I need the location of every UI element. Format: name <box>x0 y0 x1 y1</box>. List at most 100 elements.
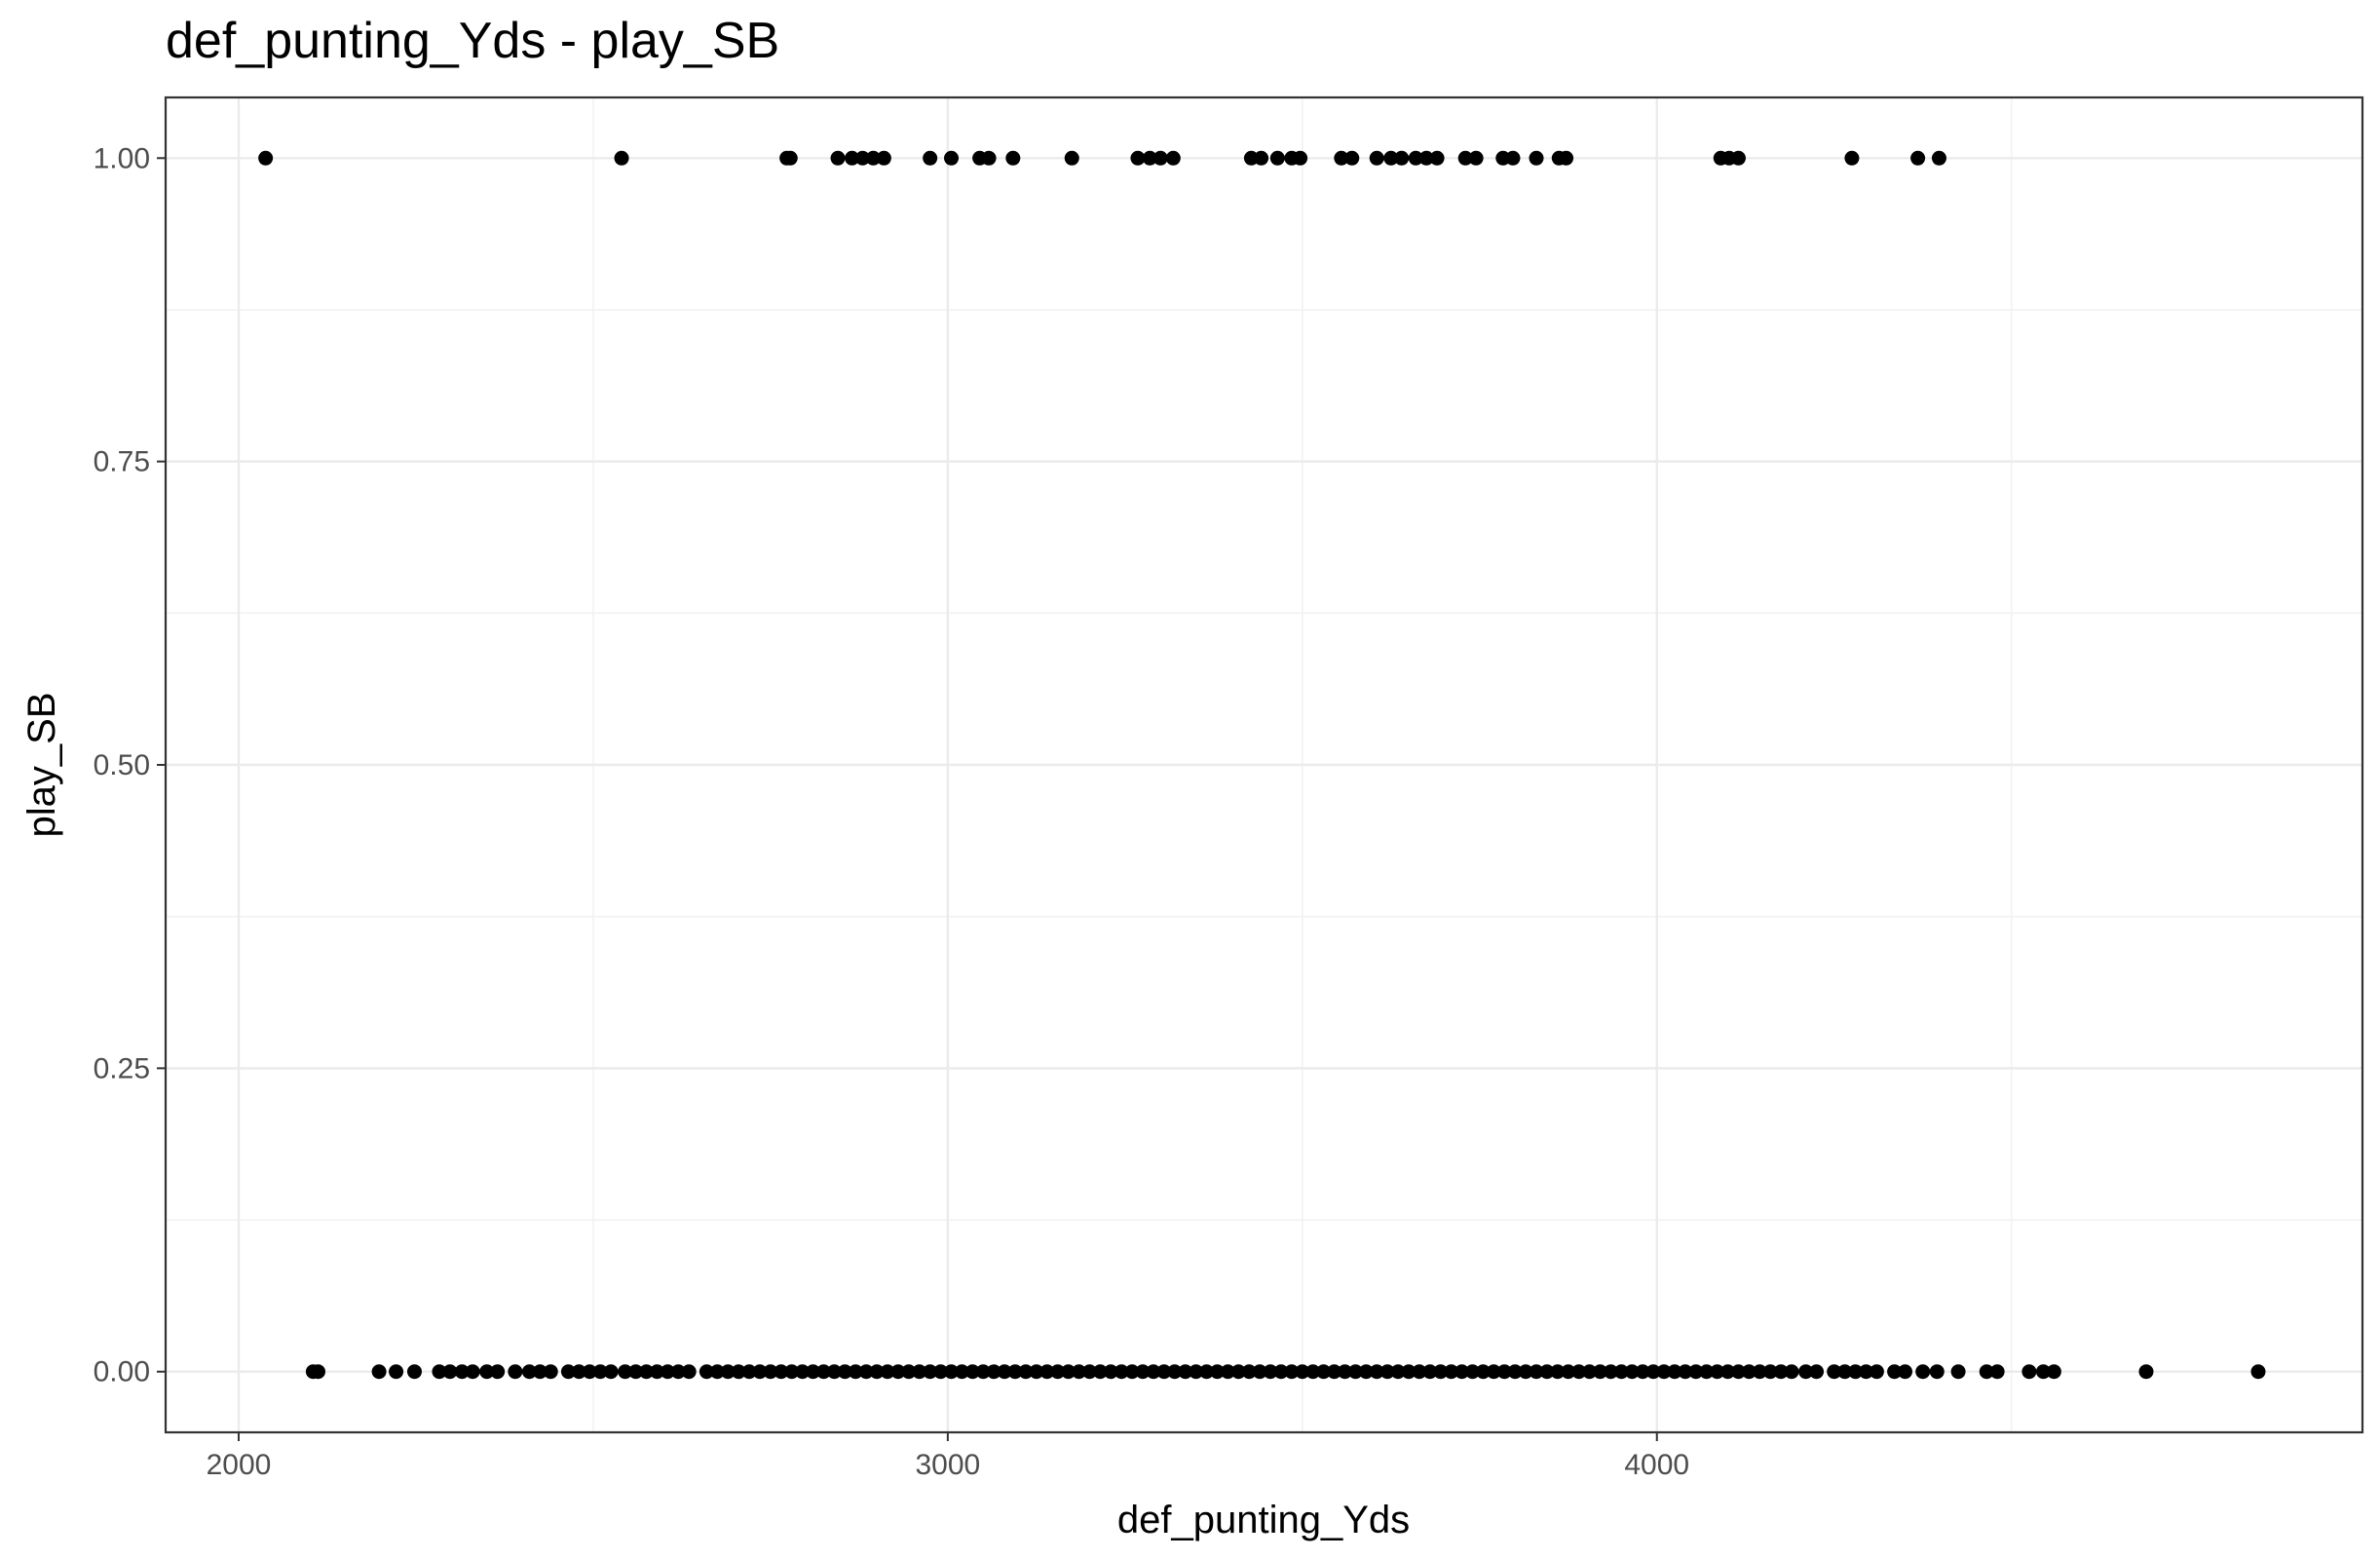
data-point <box>1656 1364 1672 1380</box>
data-point <box>1029 1364 1044 1380</box>
data-point <box>1848 1364 1864 1380</box>
data-point <box>1316 1364 1332 1380</box>
data-point <box>1114 1364 1129 1380</box>
data-point <box>1429 150 1445 166</box>
data-point <box>752 1364 768 1380</box>
data-point <box>1929 1364 1945 1380</box>
data-point <box>371 1364 387 1380</box>
data-point <box>986 1364 1001 1380</box>
data-point <box>1254 150 1269 166</box>
data-point <box>1124 1364 1140 1380</box>
data-point <box>310 1364 325 1380</box>
data-point <box>1220 1364 1235 1380</box>
data-point <box>1688 1364 1704 1380</box>
data-point <box>1412 1364 1427 1380</box>
data-point <box>1505 150 1521 166</box>
data-point <box>741 1364 757 1380</box>
data-point <box>830 150 846 166</box>
data-point <box>603 1364 619 1380</box>
data-point <box>1061 1364 1077 1380</box>
data-point <box>1950 1364 1966 1380</box>
data-point <box>1263 1364 1278 1380</box>
data-point <box>1064 150 1079 166</box>
data-point <box>1142 150 1157 166</box>
data-point <box>508 1364 523 1380</box>
data-point <box>845 150 860 166</box>
data-point <box>944 1364 960 1380</box>
data-point <box>681 1364 697 1380</box>
data-point <box>1444 1364 1459 1380</box>
data-point <box>1146 1364 1161 1380</box>
data-point <box>923 1364 938 1380</box>
data-point <box>1408 150 1423 166</box>
data-point <box>1454 1364 1470 1380</box>
data-point <box>1603 1364 1618 1380</box>
y-tick-label: 0.00 <box>94 1356 150 1388</box>
data-point <box>865 150 881 166</box>
data-point <box>981 150 997 166</box>
data-point <box>954 1364 969 1380</box>
data-point <box>1635 1364 1650 1380</box>
data-point <box>1018 1364 1034 1380</box>
data-point <box>389 1364 404 1380</box>
data-point <box>1358 1364 1374 1380</box>
y-tick-label: 0.75 <box>94 446 150 478</box>
data-point <box>1915 1364 1931 1380</box>
data-point <box>2250 1364 2266 1380</box>
data-point <box>1720 1364 1736 1380</box>
data-point <box>2021 1364 2037 1380</box>
data-point <box>490 1364 506 1380</box>
data-point <box>784 1364 800 1380</box>
data-point <box>1230 1364 1246 1380</box>
data-point <box>933 1364 949 1380</box>
data-point <box>1433 1364 1449 1380</box>
data-point <box>2035 1364 2051 1380</box>
data-point <box>1209 1364 1225 1380</box>
data-point <box>964 1364 980 1380</box>
data-point <box>855 150 871 166</box>
y-axis-title: play_SB <box>20 693 63 838</box>
data-point <box>912 1364 927 1380</box>
data-point <box>2046 1364 2061 1380</box>
data-point <box>1910 150 1926 166</box>
x-axis: 2000 3000 4000 <box>207 1432 1689 1481</box>
data-point <box>543 1364 558 1380</box>
data-point <box>1418 150 1434 166</box>
data-point <box>880 1364 895 1380</box>
data-point <box>532 1364 548 1380</box>
data-point <box>1559 150 1574 166</box>
data-point <box>1869 1364 1884 1380</box>
data-point <box>1422 1364 1438 1380</box>
y-tick-label: 0.25 <box>94 1052 150 1084</box>
data-point <box>670 1364 686 1380</box>
data-point <box>826 1364 842 1380</box>
data-point <box>1582 1364 1598 1380</box>
data-point <box>1167 1364 1183 1380</box>
data-point <box>1539 1364 1555 1380</box>
x-tick-label: 2000 <box>207 1449 272 1481</box>
data-point <box>975 1364 991 1380</box>
data-point <box>479 1364 495 1380</box>
data-point <box>1293 150 1308 166</box>
data-point <box>1401 1364 1417 1380</box>
data-point <box>454 1364 470 1380</box>
data-point <box>1379 1364 1395 1380</box>
data-point <box>1730 150 1746 166</box>
data-point <box>592 1364 608 1380</box>
data-point <box>997 1364 1012 1380</box>
data-point <box>1678 1364 1693 1380</box>
data-point <box>560 1364 576 1380</box>
data-point <box>1072 1364 1087 1380</box>
data-point <box>890 1364 906 1380</box>
data-point <box>1571 1364 1587 1380</box>
data-point <box>1979 1364 1994 1380</box>
data-point <box>1241 1364 1257 1380</box>
data-point <box>618 1364 633 1380</box>
data-point <box>1837 1364 1853 1380</box>
data-point <box>1710 1364 1725 1380</box>
data-point <box>1730 1364 1746 1380</box>
data-point <box>848 1364 863 1380</box>
data-point <box>1667 1364 1682 1380</box>
data-point <box>1327 1364 1342 1380</box>
